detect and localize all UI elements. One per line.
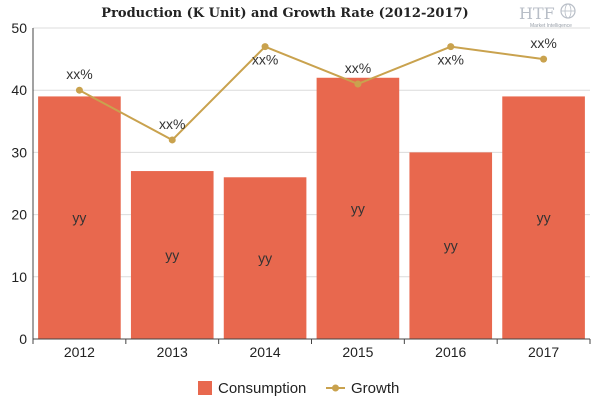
line-data-label: xx% bbox=[66, 66, 92, 82]
y-tick-label: 30 bbox=[11, 144, 27, 160]
legend-swatch-consumption bbox=[198, 381, 212, 395]
y-tick-label: 0 bbox=[19, 331, 27, 347]
growth-line bbox=[78, 45, 544, 142]
bar-series bbox=[38, 77, 585, 339]
bar-data-label: yy bbox=[444, 238, 458, 254]
bar bbox=[502, 96, 585, 339]
grid-lines bbox=[33, 27, 590, 278]
line-data-label: xx% bbox=[345, 60, 371, 76]
logo: HTF Market Intelligence bbox=[519, 3, 576, 29]
logo-subtitle: Market Intelligence bbox=[530, 23, 572, 29]
y-tick-label: 40 bbox=[11, 82, 27, 98]
bar-data-label: yy bbox=[351, 200, 365, 216]
axes: 0 10 20 30 40 50 2012 2013 2014 2015 2016 2017 bbox=[11, 20, 591, 360]
x-tick-label: 2012 bbox=[64, 344, 95, 360]
growth-point bbox=[540, 55, 548, 63]
bar bbox=[130, 171, 214, 339]
growth-point bbox=[261, 43, 269, 51]
chart-title: Production (K Unit) and Growth Rate (201… bbox=[101, 6, 468, 21]
line-series bbox=[75, 43, 548, 144]
x-tick-label: 2015 bbox=[342, 344, 373, 360]
globe-icon bbox=[560, 3, 576, 19]
logo-mark: HTF bbox=[519, 4, 555, 23]
data-labels: yy yy yy yy yy yy xx% xx% xx% xx% xx% xx% bbox=[66, 35, 557, 266]
y-tick-label: 50 bbox=[11, 20, 27, 36]
bar bbox=[409, 152, 493, 339]
growth-point bbox=[75, 86, 83, 94]
bar-data-label: yy bbox=[72, 210, 86, 226]
legend-marker-growth bbox=[332, 384, 339, 392]
y-tick-label: 20 bbox=[11, 207, 27, 223]
y-tick-label: 10 bbox=[11, 269, 27, 285]
legend-label-consumption: Consumption bbox=[218, 380, 306, 397]
bar bbox=[38, 96, 121, 339]
bar-data-label: yy bbox=[537, 210, 551, 226]
bar bbox=[223, 177, 307, 339]
legend: Consumption Growth bbox=[198, 380, 399, 397]
legend-label-growth: Growth bbox=[351, 380, 399, 397]
growth-point bbox=[354, 80, 362, 88]
x-tick-label: 2014 bbox=[250, 344, 281, 360]
line-data-label: xx% bbox=[252, 52, 278, 68]
x-tick-label: 2017 bbox=[528, 344, 559, 360]
bar-data-label: yy bbox=[258, 250, 272, 266]
x-tick-label: 2013 bbox=[157, 344, 188, 360]
bar bbox=[316, 77, 400, 339]
x-tick-label: 2016 bbox=[435, 344, 466, 360]
bar-data-label: yy bbox=[165, 247, 179, 263]
line-data-label: xx% bbox=[530, 35, 556, 51]
growth-point bbox=[447, 43, 455, 51]
line-data-label: xx% bbox=[438, 52, 464, 68]
line-data-label: xx% bbox=[159, 116, 185, 132]
growth-point bbox=[168, 136, 176, 144]
